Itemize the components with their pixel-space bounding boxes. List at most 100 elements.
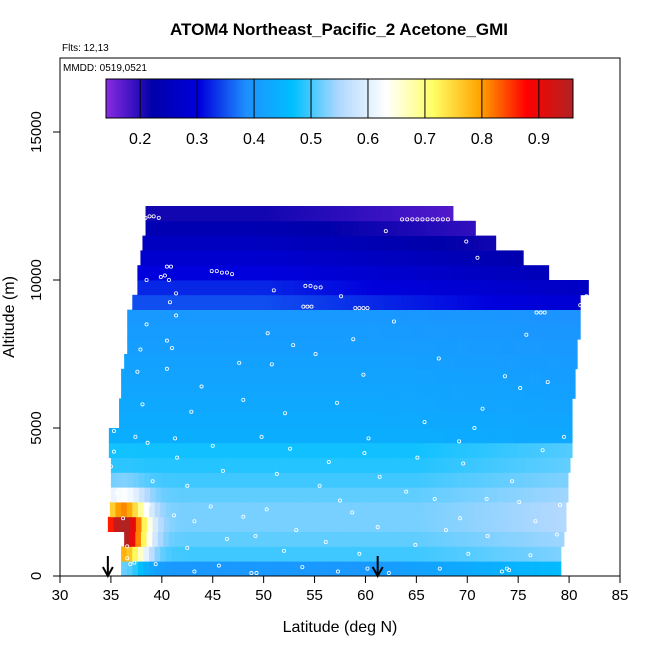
curtain-cell	[230, 354, 237, 370]
observation-point	[534, 310, 539, 315]
curtain-cell	[196, 354, 203, 370]
curtain-cell	[132, 368, 139, 384]
curtain-cell	[500, 428, 507, 444]
curtain-cell	[289, 309, 296, 325]
curtain-cell	[493, 531, 500, 547]
observation-point	[167, 300, 172, 305]
curtain-cell	[138, 487, 145, 503]
curtain-cell	[166, 339, 173, 355]
curtain-cell	[487, 250, 494, 266]
curtain-cell	[373, 383, 380, 399]
observation-point	[264, 507, 269, 512]
curtain-cell	[266, 383, 273, 399]
observation-point	[147, 214, 152, 219]
curtain-cell	[375, 250, 382, 266]
curtain-cell	[148, 442, 155, 458]
curtain-cell	[432, 531, 439, 547]
curtain-cell	[461, 235, 468, 251]
curtain-cell	[160, 324, 167, 340]
curtain-cell	[239, 487, 246, 503]
observation-point	[138, 347, 143, 352]
observation-point	[554, 532, 559, 537]
y-tick-label: 0	[28, 572, 45, 580]
flights-label: Flts: 12,13	[62, 43, 109, 54]
curtain-cell	[301, 487, 308, 503]
curtain-cell	[461, 428, 468, 444]
curtain-cell	[267, 309, 274, 325]
curtain-cell	[486, 457, 493, 473]
curtain-cell	[283, 546, 290, 562]
curtain-cell	[345, 561, 352, 577]
curtain-cell	[418, 339, 425, 355]
curtain-cell	[440, 561, 447, 577]
curtain-cell	[124, 398, 131, 414]
curtain-cell	[277, 280, 284, 296]
curtain-cell	[331, 531, 338, 547]
curtain-cell	[181, 235, 188, 251]
curtain-cell	[216, 339, 223, 355]
curtain-cell	[188, 309, 195, 325]
curtain-cell	[228, 324, 234, 340]
curtain-cell	[282, 428, 289, 444]
curtain-cell	[496, 502, 503, 518]
curtain-cell	[468, 383, 475, 399]
curtain-cell	[180, 398, 187, 414]
curtain-cell	[479, 294, 486, 310]
curtain-cell	[338, 428, 345, 444]
curtain-cell	[256, 487, 263, 503]
curtain-cell	[311, 546, 318, 562]
curtain-cell	[463, 309, 470, 325]
curtain-cell	[260, 235, 267, 251]
observation-point	[135, 369, 140, 374]
observation-point	[164, 338, 169, 343]
curtain-cell	[416, 428, 423, 444]
curtain-cell	[455, 516, 462, 532]
observation-point	[538, 310, 543, 315]
curtain-cell	[170, 265, 177, 281]
curtain-cell	[416, 442, 423, 458]
curtain-cell	[410, 516, 417, 532]
colorbar-ticks: 0.2 0.3 0.4 0.5 0.6 0.7 0.8 0.9	[129, 79, 550, 148]
observation-point	[405, 217, 410, 222]
curtain-cell	[445, 502, 452, 518]
curtain-cell	[417, 265, 424, 281]
curtain-cell	[177, 339, 184, 355]
observation-point	[125, 544, 130, 549]
curtain-cell	[446, 324, 453, 340]
curtain-cell	[416, 235, 423, 251]
curtain-cell	[575, 339, 578, 355]
curtain-cell	[574, 294, 581, 310]
curtain-cell	[317, 561, 324, 577]
curtain-cell	[325, 250, 332, 266]
curtain-cell	[110, 457, 117, 473]
curtain-cell	[138, 324, 145, 340]
curtain-cell	[433, 428, 440, 444]
curtain-cell	[351, 339, 358, 355]
curtain-cell	[519, 487, 526, 503]
curtain-cell	[429, 502, 436, 518]
curtain-cell	[485, 368, 492, 384]
curtain-cell	[495, 235, 497, 251]
curtain-cell	[345, 324, 352, 340]
curtain-cell	[467, 442, 474, 458]
curtain-cell	[460, 398, 467, 414]
curtain-cell	[241, 531, 248, 547]
curtain-cell	[296, 220, 303, 236]
curtain-cell	[474, 339, 481, 355]
curtain-cell	[445, 294, 452, 310]
observation-point	[410, 217, 415, 222]
curtain-cell	[239, 457, 246, 473]
curtain-cell	[302, 250, 309, 266]
curtain-cell	[131, 442, 138, 458]
curtain-cell	[505, 398, 512, 414]
curtain-cell	[414, 220, 421, 236]
curtain-cell	[280, 354, 287, 370]
curtain-cell	[521, 354, 528, 370]
curtain-cell	[560, 531, 565, 547]
curtain-cell	[406, 546, 413, 562]
curtain-cell	[275, 354, 282, 370]
curtain-cell	[345, 368, 352, 384]
curtain-cell	[356, 383, 363, 399]
curtain-cell	[248, 235, 255, 251]
curtain-cell	[355, 265, 362, 281]
